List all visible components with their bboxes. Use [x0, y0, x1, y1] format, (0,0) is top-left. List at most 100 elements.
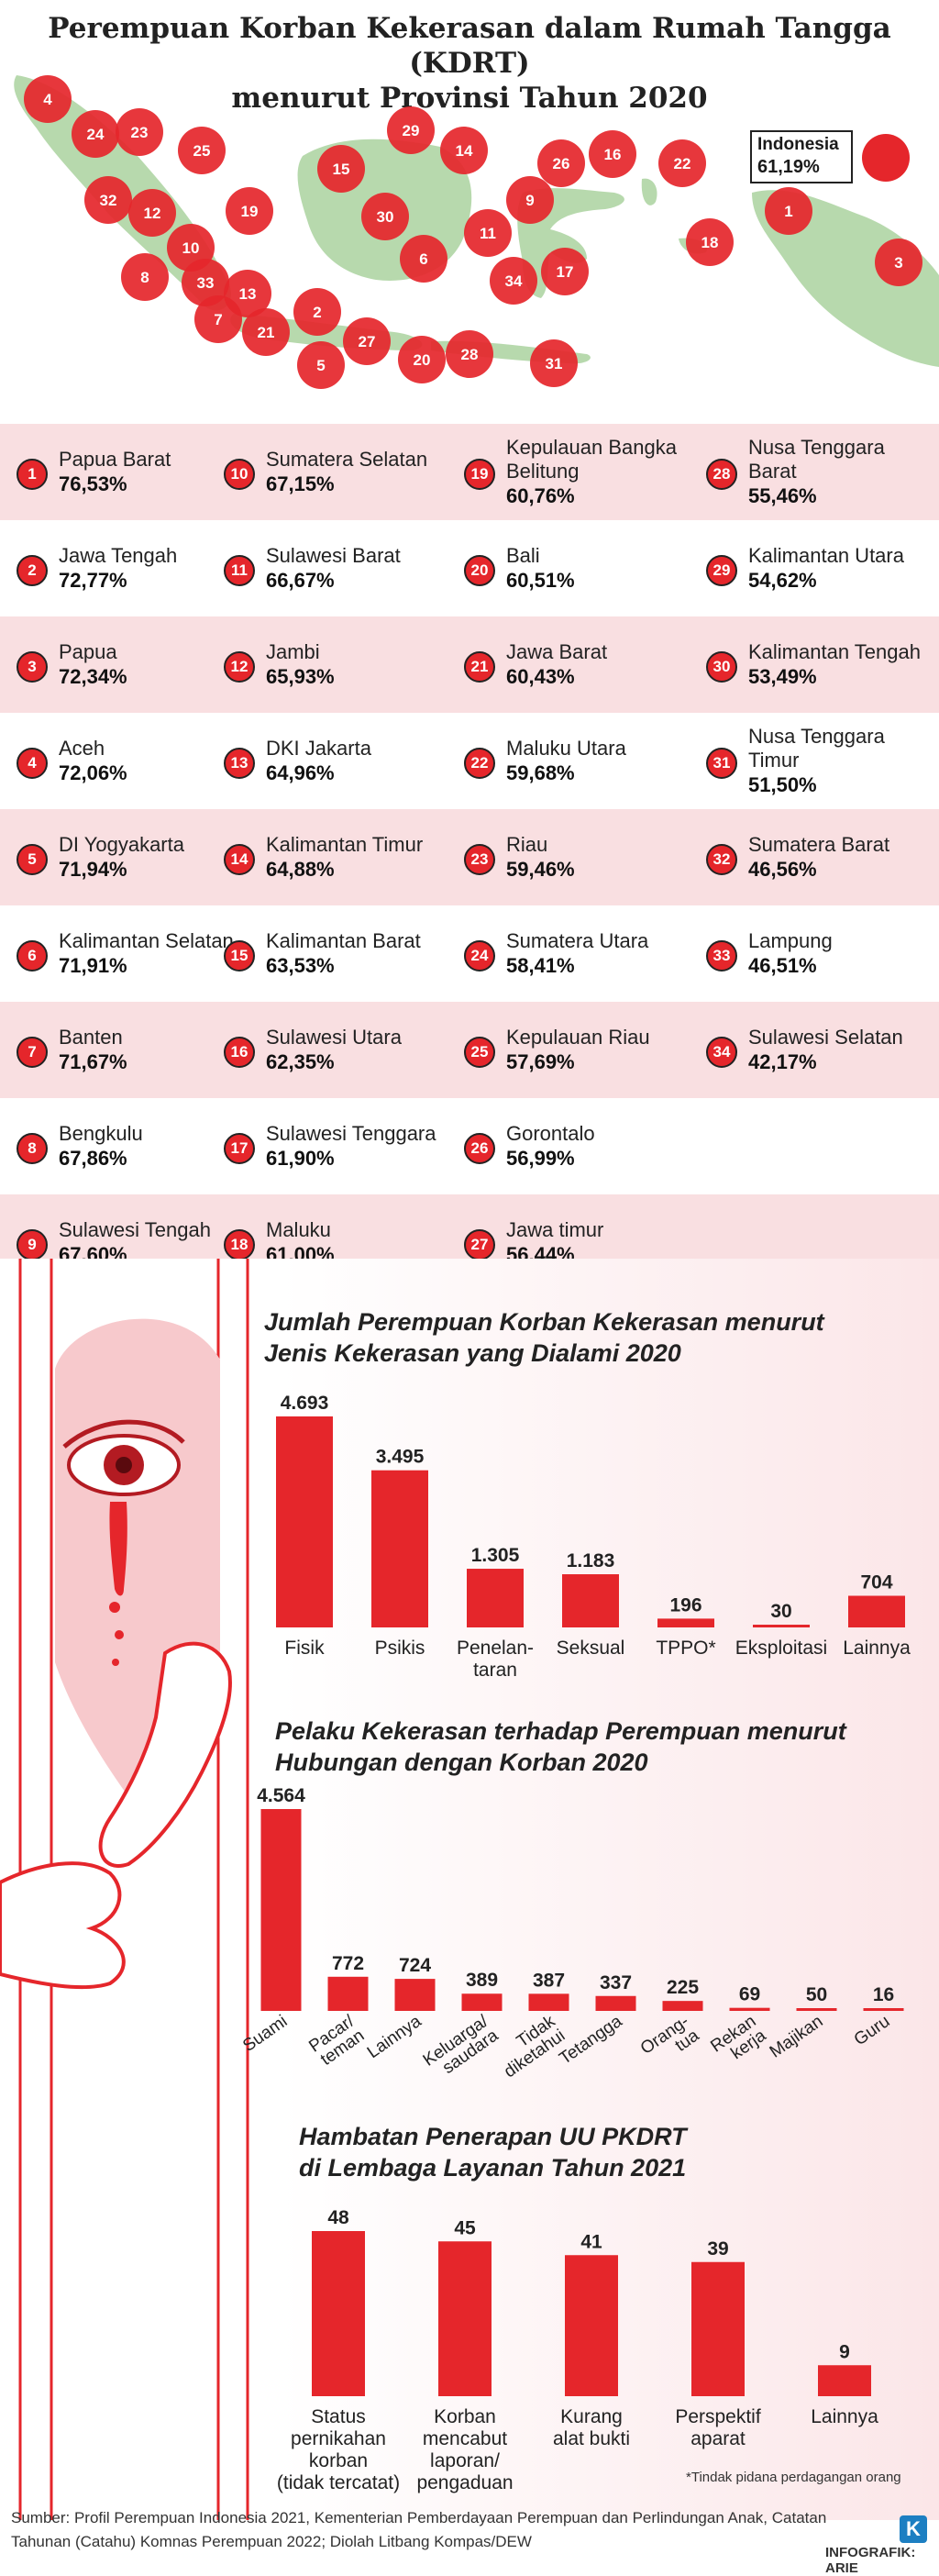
province-item: 1 Papua Barat 76,53% — [17, 424, 246, 520]
map-marker-label-30: 30 — [377, 208, 394, 226]
category-label-6: Lainnya — [843, 1638, 911, 1659]
province-value: 65,93% — [266, 665, 335, 688]
province-text: Kepulauan Bangka Belitung 60,76% — [506, 424, 690, 520]
bar-value-label-0: 4.693 — [281, 1393, 329, 1414]
bar-value-label-0: 4.564 — [257, 1785, 305, 1806]
province-rank-badge: 6 — [17, 940, 48, 972]
province-name: Kalimantan Utara — [748, 544, 904, 567]
province-text: Banten 71,67% — [59, 1002, 242, 1098]
bar-7 — [729, 2007, 770, 2011]
province-item: 28 Nusa Tenggara Barat 55,46% — [706, 424, 935, 520]
province-name: Kalimantan Timur — [266, 833, 424, 856]
map-marker-19 — [226, 187, 273, 235]
province-text: Kalimantan Selatan 71,91% — [59, 905, 242, 1002]
province-value: 71,91% — [59, 954, 127, 977]
map-marker-28 — [446, 330, 493, 378]
category-label-5: Eksploitasi — [735, 1638, 827, 1659]
province-value: 56,99% — [506, 1147, 575, 1170]
chart2-title: Pelaku Kekerasan terhadap Perempuan menu… — [275, 1717, 846, 1776]
province-name: Papua Barat — [59, 448, 171, 471]
province-name: Nusa Tenggara Timur — [748, 725, 885, 772]
map-marker-2 — [293, 288, 341, 336]
province-item: 29 Kalimantan Utara 54,62% — [706, 520, 935, 616]
province-text: Jawa Barat 60,43% — [506, 616, 690, 713]
category-label-1: Pacar/teman — [305, 2011, 369, 2071]
category-label-0: Suami — [239, 2012, 291, 2056]
province-text: Kalimantan Barat 63,53% — [266, 905, 449, 1002]
province-text: DKI Jakarta 64,96% — [266, 713, 449, 809]
province-value: 72,06% — [59, 761, 127, 784]
province-item: 10 Sumatera Selatan 67,15% — [224, 424, 453, 520]
map-marker-15 — [317, 145, 365, 193]
bar-value-label-5: 30 — [770, 1601, 791, 1622]
province-value: 42,17% — [748, 1050, 817, 1073]
province-text: Papua 72,34% — [59, 616, 242, 713]
map-marker-label-19: 19 — [241, 203, 259, 220]
province-name: Jawa Barat — [506, 640, 608, 663]
legend-value: 61,19% — [757, 157, 820, 177]
province-name: Gorontalo — [506, 1122, 595, 1145]
map-marker-label-29: 29 — [403, 122, 420, 139]
province-text: Jawa Tengah 72,77% — [59, 520, 242, 616]
map-marker-14 — [440, 127, 488, 174]
map-marker-20 — [398, 336, 446, 383]
bar-2 — [467, 1569, 524, 1627]
category-label-4: Tidakdiketahui — [491, 2012, 569, 2082]
province-name: Maluku — [266, 1218, 331, 1241]
province-rank-badge: 17 — [224, 1133, 255, 1164]
province-item: 11 Sulawesi Barat 66,67% — [224, 520, 453, 616]
province-rank-badge: 9 — [17, 1229, 48, 1260]
bar-value-label-2: 1.305 — [471, 1545, 520, 1566]
province-item: 14 Kalimantan Timur 64,88% — [224, 809, 453, 905]
province-text: Sulawesi Utara 62,35% — [266, 1002, 449, 1098]
province-value: 67,86% — [59, 1147, 127, 1170]
map-marker-label-9: 9 — [525, 192, 534, 209]
infographic-title: Perempuan Korban Kekerasan dalam Rumah T… — [48, 12, 891, 115]
bar-6 — [662, 2001, 703, 2011]
map-marker-7 — [194, 295, 242, 343]
bar-4 — [657, 1618, 714, 1627]
province-text: Kalimantan Utara 54,62% — [748, 520, 932, 616]
province-name: DI Yogyakarta — [59, 833, 184, 856]
province-name: Papua — [59, 640, 117, 663]
map-marker-label-31: 31 — [546, 355, 563, 372]
province-item: 32 Sumatera Barat 46,56% — [706, 809, 935, 905]
legend-dot — [862, 134, 910, 182]
map-marker-18 — [686, 218, 734, 266]
map-marker-label-13: 13 — [239, 285, 257, 303]
map-marker-label-8: 8 — [140, 269, 149, 286]
province-rank-badge: 11 — [224, 555, 255, 586]
province-name: Banten — [59, 1026, 123, 1049]
province-value: 58,41% — [506, 954, 575, 977]
map-marker-label-34: 34 — [505, 272, 523, 290]
map-marker-label-25: 25 — [193, 142, 211, 160]
map-marker-label-4: 4 — [43, 91, 52, 108]
map-marker-label-26: 26 — [553, 155, 570, 172]
province-rank-badge: 31 — [706, 748, 737, 779]
province-item: 8 Bengkulu 67,86% — [17, 1098, 246, 1194]
province-rank-badge: 12 — [224, 651, 255, 683]
province-item: 2 Jawa Tengah 72,77% — [17, 520, 246, 616]
province-row: 8 Bengkulu 67,86% 17 Sulawesi Tenggara 61,90%… — [0, 1098, 939, 1194]
category-label-2: Lainnya — [364, 2012, 425, 2063]
map-marker-8 — [121, 253, 169, 301]
map-marker-label-21: 21 — [258, 324, 275, 341]
hand-illustration-2 — [0, 1861, 126, 1990]
province-value: 63,53% — [266, 954, 335, 977]
bar-9 — [863, 2008, 904, 2011]
map-marker-label-14: 14 — [456, 142, 473, 160]
island-papua — [752, 190, 939, 367]
bar-value-label-3: 389 — [466, 1970, 498, 1991]
category-label-8: Majikan — [767, 2012, 827, 2062]
province-value: 76,53% — [59, 472, 127, 495]
province-value: 46,56% — [748, 858, 817, 881]
category-label-1: Korban mencabut laporan/pengaduan — [416, 2406, 513, 2493]
province-item: 25 Kepulauan Riau 57,69% — [464, 1002, 693, 1098]
province-item: 23 Riau 59,46% — [464, 809, 693, 905]
province-value: 72,77% — [59, 569, 127, 592]
map-marker-label-20: 20 — [414, 351, 431, 369]
province-item: 30 Kalimantan Tengah 53,49% — [706, 616, 935, 713]
map-marker-30 — [361, 193, 409, 240]
province-name: Sumatera Selatan — [266, 448, 428, 471]
chart1-title: Jumlah Perempuan Korban Kekerasan menuru… — [264, 1308, 824, 1367]
